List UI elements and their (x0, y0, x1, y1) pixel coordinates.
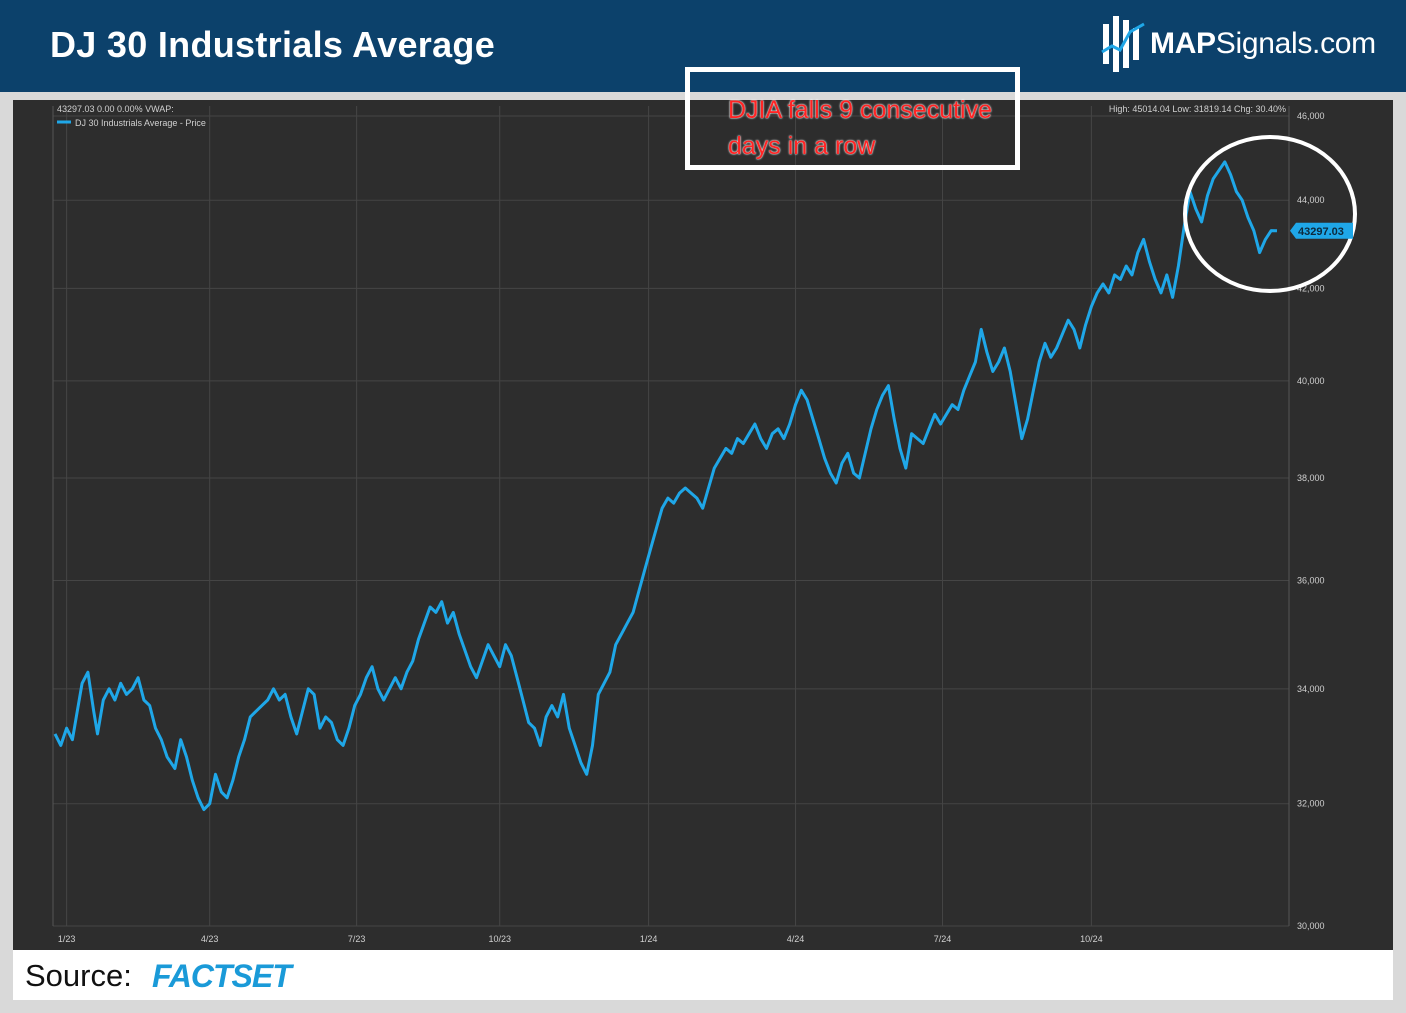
y-tick-label: 38,000 (1297, 473, 1325, 483)
highlight-circle (1183, 135, 1357, 293)
y-tick-label: 44,000 (1297, 195, 1325, 205)
factset-logo: FACTSET (152, 958, 292, 994)
x-tick-label: 4/23 (201, 934, 219, 944)
stats-text: High: 45014.04 Low: 31819.14 Chg: 30.40% (1109, 104, 1286, 114)
y-tick-label: 36,000 (1297, 576, 1325, 586)
x-tick-label: 4/24 (787, 934, 805, 944)
y-tick-label: 30,000 (1297, 921, 1325, 931)
x-tick-label: 1/24 (640, 934, 658, 944)
brand-name: MAPSignals.com (1150, 27, 1376, 61)
x-tick-label: 1/23 (58, 934, 76, 944)
y-tick-label: 32,000 (1297, 799, 1325, 809)
y-tick-label: 34,000 (1297, 684, 1325, 694)
last-price-label: 43297.03 (1298, 226, 1344, 238)
mapsignals-logo-icon (1101, 16, 1145, 72)
y-tick-label: 46,000 (1297, 111, 1325, 121)
last-price-tag: 43297.03 (1290, 222, 1353, 239)
footer-bar: Source: FACTSET (13, 950, 1393, 1000)
last-price-tag-shape (1290, 222, 1353, 239)
y-tick-label: 42,000 (1297, 283, 1325, 293)
x-tick-label: 7/23 (348, 934, 366, 944)
price-chart: 30,000 32,000 34,000 36,000 38,000 40,000 42,0… (52, 104, 1357, 944)
grid-lines (53, 106, 1289, 927)
x-tick-label: 10/24 (1080, 934, 1103, 944)
header-bar: DJ 30 Industrials Average MAPSignals.com (0, 0, 1406, 92)
legend-label: DJ 30 Industrials Average - Price (75, 118, 206, 128)
annotation-line-1: DJIA falls 9 consecutive (728, 96, 993, 124)
brand-logo: MAPSignals.com (1100, 12, 1376, 76)
page-title: DJ 30 Industrials Average (50, 24, 496, 65)
chart-panel: 30,000 32,000 34,000 36,000 38,000 40,000 42,0… (13, 100, 1393, 950)
readout-text: 43297.03 0.00 0.00% VWAP: (57, 104, 174, 114)
series-line-djia (53, 160, 1278, 812)
annotation-line-2: days in a row (728, 132, 876, 160)
x-tick-label: 10/23 (488, 934, 511, 944)
brand-bold: MAP (1150, 27, 1216, 60)
annotation-text: DJIA falls 9 consecutive days in a row (728, 92, 1018, 164)
axis-ticks: 30,000 32,000 34,000 36,000 38,000 40,000 42,0… (58, 111, 1325, 944)
annotation-box (685, 67, 1020, 170)
brand-rest: Signals.com (1215, 27, 1376, 60)
source-label: Source: (25, 958, 132, 993)
x-tick-label: 7/24 (934, 934, 952, 944)
y-tick-label: 40,000 (1297, 376, 1325, 386)
